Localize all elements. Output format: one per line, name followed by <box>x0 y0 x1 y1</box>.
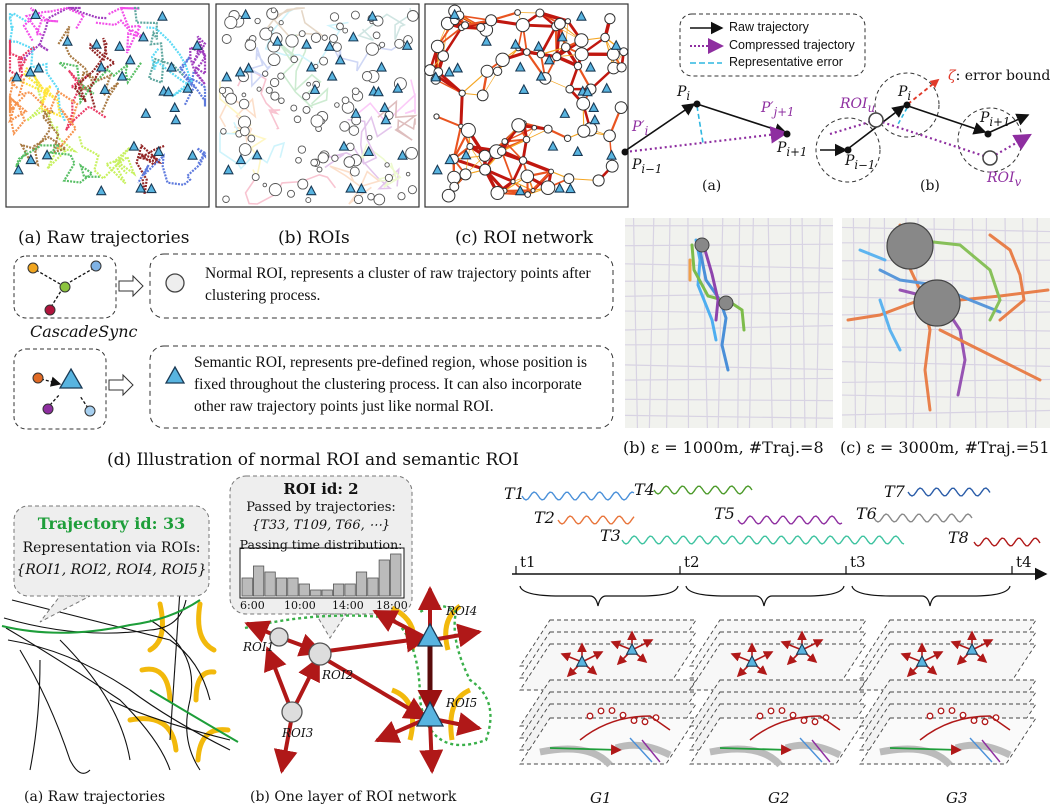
roi4-label: ROI4 <box>446 604 478 618</box>
legend-error-label: Representative error <box>729 55 843 69</box>
label-pi-1: Pi−1 <box>632 157 663 176</box>
trajectory-id-title: Trajectory id: 33 <box>37 514 186 533</box>
trajectory-callout <box>13 505 210 597</box>
label-pi-1-b: Pi−1 <box>845 153 876 172</box>
roi1-label: ROI1 <box>243 640 275 654</box>
label-pi+1: Pi+1 <box>777 140 808 159</box>
roi3-label: ROI3 <box>282 726 314 740</box>
timeline <box>512 485 1048 607</box>
roi5-label: ROI5 <box>446 696 478 710</box>
caption-raw-trajectories: (a) Raw trajectories <box>18 228 190 248</box>
semantic-roi-text: Semantic ROI, represents pre-defined reg… <box>194 354 588 415</box>
label-roi-u: ROIu <box>840 96 876 115</box>
caption-illustration: (d) Illustration of normal ROI and seman… <box>107 450 519 470</box>
label-pi+1-b: Pi+1 <box>980 110 1011 129</box>
label-roi-v: ROIv <box>987 170 1022 189</box>
hist-tick-3: 14:00 <box>332 599 364 612</box>
label-pi-b: Pi <box>898 84 912 103</box>
normal-arrow <box>118 274 144 298</box>
semantic-arrow <box>108 373 134 397</box>
passed-by-set: {T33, T109, T66, ⋯} <box>251 518 391 533</box>
label-pi-prime: P′i <box>632 119 649 138</box>
time-label-t4: t4 <box>1016 553 1032 571</box>
sub-caption-a: (a) <box>702 178 722 194</box>
passed-by-label: Passed by trajectories: <box>246 500 396 515</box>
traj-label-t6: T6 <box>856 504 877 523</box>
roi-id-title: ROI id: 2 <box>283 480 359 498</box>
compression-diagram-b <box>815 72 1032 183</box>
rois-panel <box>215 3 420 208</box>
group-label-g1: G1 <box>590 789 612 807</box>
traj-label-t2: T2 <box>534 508 555 527</box>
traj-label-t7: T7 <box>884 482 905 501</box>
bottom-caption-a: (a) Raw trajectories <box>24 789 166 805</box>
time-label-t2: t2 <box>684 553 700 571</box>
normal-roi-icon <box>165 273 185 293</box>
traj-label-t8: T8 <box>948 528 969 547</box>
group-label-g3: G3 <box>946 789 968 807</box>
normal-roi-text: Normal ROI, represents a cluster of raw … <box>205 265 591 304</box>
semantic-roi-sketch-box <box>13 348 107 430</box>
hist-tick-4: 18:00 <box>376 599 408 612</box>
raw-trajectories-panel <box>5 3 210 208</box>
semantic-roi-box <box>149 345 614 429</box>
roi-network-panel <box>424 3 629 208</box>
traj-label-t5: T5 <box>714 504 735 523</box>
traj-label-t1: T1 <box>504 484 525 503</box>
map-panel-c <box>841 217 1051 429</box>
semantic-roi-sketch <box>32 367 96 417</box>
one-layer-network <box>244 586 492 774</box>
bottom-caption-b: (b) One layer of ROI network <box>250 789 457 805</box>
hist-tick-1: 6:00 <box>240 599 265 612</box>
group-label-g2: G2 <box>768 789 790 807</box>
time-label-t1: t1 <box>520 553 536 571</box>
passing-time-label: Passing time distribution: <box>239 537 403 552</box>
cascadesync-label: CascadeSync <box>30 322 138 341</box>
label-pj1-prime: P′j+1 <box>761 100 795 119</box>
caption-rois: (b) ROIs <box>278 228 350 248</box>
traj-label-t3: T3 <box>600 526 621 545</box>
sub-caption-b: (b) <box>920 178 940 194</box>
map-caption-c: (c) ε = 3000m, #Traj.=51 <box>840 438 1050 457</box>
legend-box <box>679 13 866 77</box>
label-pi: Pi <box>677 84 691 103</box>
map-caption-b: (b) ε = 1000m, #Traj.=8 <box>623 438 824 457</box>
bottom-raw-trajectories <box>1 589 239 774</box>
normal-roi-sketch <box>27 260 102 316</box>
traj-label-t4: T4 <box>634 480 655 499</box>
map-panel-b <box>624 217 834 429</box>
hist-tick-2: 10:00 <box>284 599 316 612</box>
caption-roi-network: (c) ROI network <box>455 228 594 248</box>
compression-diagram-a <box>621 100 791 156</box>
trajectory-roi-set: {ROI1, ROI2, ROI4, ROI5} <box>16 562 207 578</box>
semantic-roi-icon <box>164 365 186 384</box>
time-label-t3: t3 <box>850 553 866 571</box>
error-bound-label: ζ: error bound <box>948 68 1051 84</box>
legend-raw-label: Raw trajectory <box>729 20 809 34</box>
legend-compressed-label: Compressed trajectory <box>729 38 855 52</box>
trajectory-rep-label: Representation via ROIs: <box>22 540 201 556</box>
normal-roi-box <box>149 253 614 319</box>
roi2-label: ROI2 <box>322 668 354 682</box>
